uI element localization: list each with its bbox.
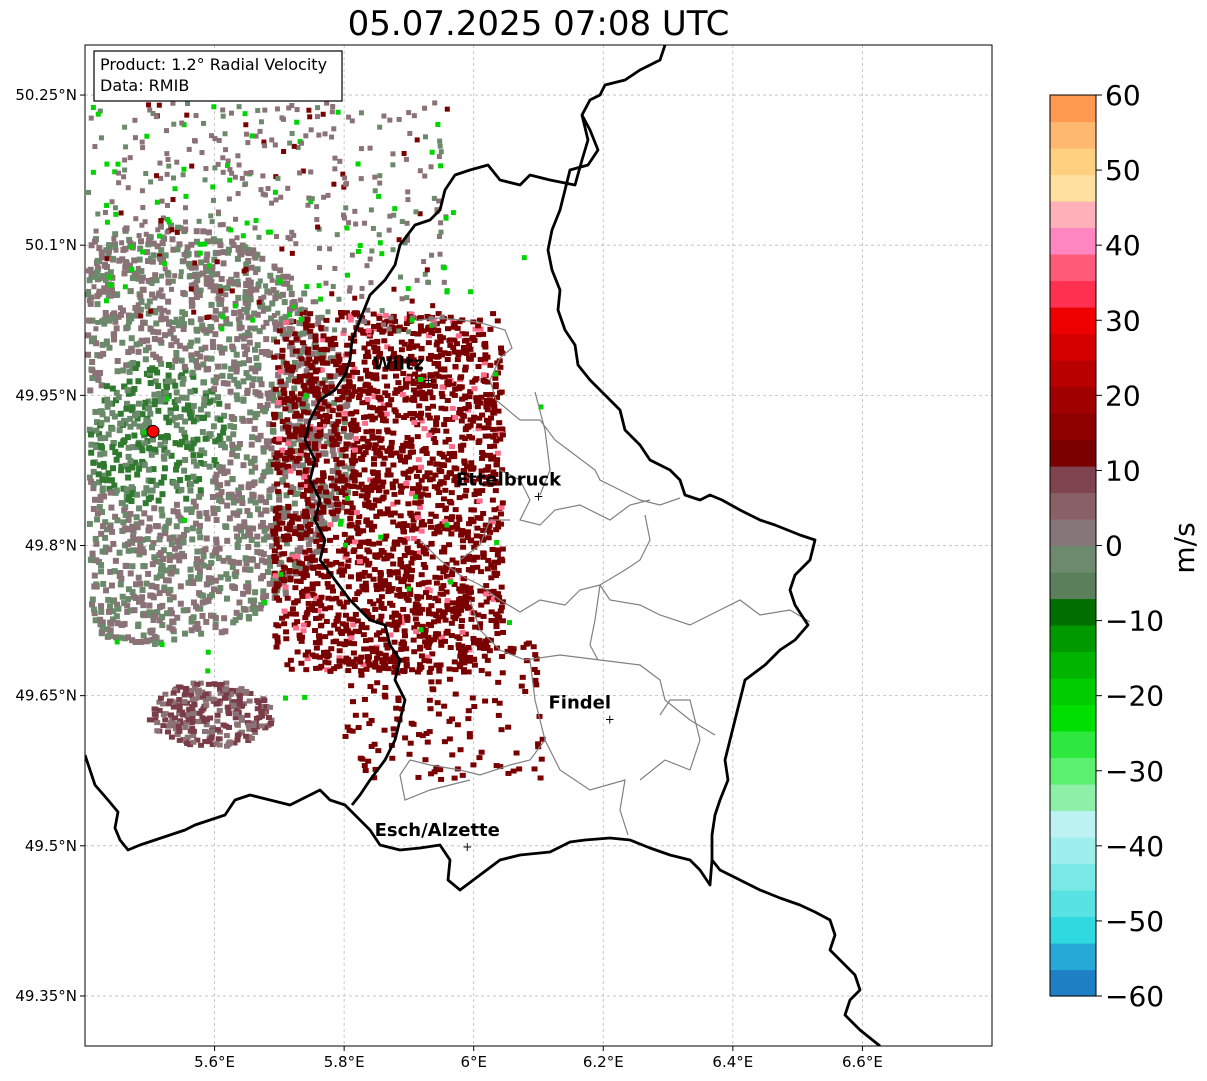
radar-site-marker <box>146 424 160 438</box>
x-tick-label: 5.8°E <box>324 1053 365 1071</box>
y-tick-label: 50.25°N <box>15 86 77 104</box>
canton-borders <box>399 317 811 836</box>
y-axis-ticks: 49.35°N 49.5°N 49.65°N 49.8°N 49.95°N 50.1°N 5… <box>15 86 85 1005</box>
city-markers: +Wiltz+Ettelbruck+Findel+Esch/Alzette <box>373 353 615 853</box>
x-tick-label: 6.2°E <box>583 1053 624 1071</box>
national-border-east <box>710 859 881 1046</box>
city-label: Findel <box>548 693 611 714</box>
x-tick-label: 5.6°E <box>194 1053 235 1071</box>
city-marker: + <box>605 713 615 727</box>
city-label: Ettelbruck <box>456 469 562 490</box>
y-tick-label: 49.5°N <box>25 837 77 855</box>
national-borders <box>85 45 817 892</box>
national-border-lux-de <box>303 114 590 806</box>
y-tick-label: 49.35°N <box>15 987 77 1005</box>
x-axis-ticks: 5.6°E 5.8°E 6°E 6.2°E 6.4°E 6.6°E <box>194 1046 883 1071</box>
city-marker: + <box>462 840 472 854</box>
map-title: 05.07.2025 07:08 UTC <box>347 4 730 44</box>
y-tick-label: 49.95°N <box>15 386 77 404</box>
y-tick-label: 50.1°N <box>25 236 77 254</box>
info-box-data-source: Data: RMIB <box>100 76 189 95</box>
city-label: Esch/Alzette <box>375 820 500 841</box>
city-marker: + <box>423 373 433 387</box>
x-tick-label: 6°E <box>460 1053 487 1071</box>
info-box-product: Product: 1.2° Radial Velocity <box>100 55 327 74</box>
x-tick-label: 6.4°E <box>712 1053 753 1071</box>
x-tick-label: 6.6°E <box>842 1053 883 1071</box>
radar-echoes <box>85 100 546 782</box>
info-box: Product: 1.2° Radial Velocity Data: RMIB <box>93 50 343 102</box>
y-tick-label: 49.8°N <box>25 537 77 555</box>
city-marker: + <box>533 489 543 503</box>
city-label: Wiltz <box>373 353 424 374</box>
y-tick-label: 49.65°N <box>15 687 77 705</box>
